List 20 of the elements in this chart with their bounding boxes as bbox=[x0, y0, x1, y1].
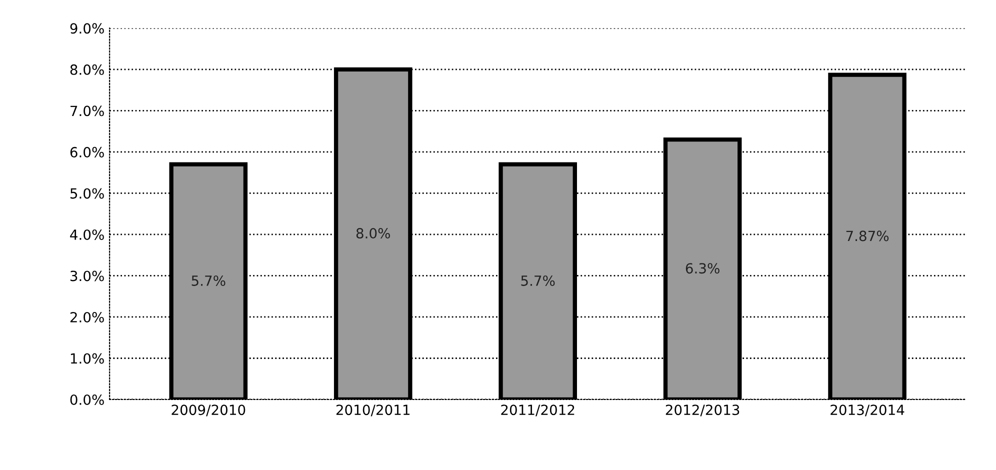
y-tick-label: 3.0% bbox=[70, 270, 104, 282]
data-label: 5.7% bbox=[192, 275, 226, 286]
y-tick-label: 8.0% bbox=[70, 64, 104, 75]
y-tick-label: 4.0% bbox=[70, 229, 104, 240]
data-label: 6.3% bbox=[686, 263, 720, 274]
data-label: 5.7% bbox=[521, 275, 555, 286]
x-tick-label: 2013/2014 bbox=[830, 404, 904, 416]
data-label: 7.87% bbox=[846, 230, 889, 242]
x-tick-label: 2009/2010 bbox=[172, 404, 246, 416]
y-tick-label: 1.0% bbox=[70, 353, 104, 364]
x-tick-label: 2012/2013 bbox=[666, 404, 740, 416]
y-tick-label: 7.0% bbox=[70, 106, 104, 116]
y-tick-label: 0.0% bbox=[70, 394, 104, 405]
x-tick-label: 2011/2012 bbox=[501, 404, 574, 416]
x-tick-label: 2010/2011 bbox=[336, 404, 410, 416]
y-tick-label: 2.0% bbox=[70, 312, 104, 322]
data-label: 8.0% bbox=[356, 228, 390, 239]
y-tick-label: 6.0% bbox=[70, 146, 104, 158]
y-tick-label: 5.0% bbox=[70, 188, 104, 199]
y-tick-label: 9.0% bbox=[70, 23, 104, 34]
